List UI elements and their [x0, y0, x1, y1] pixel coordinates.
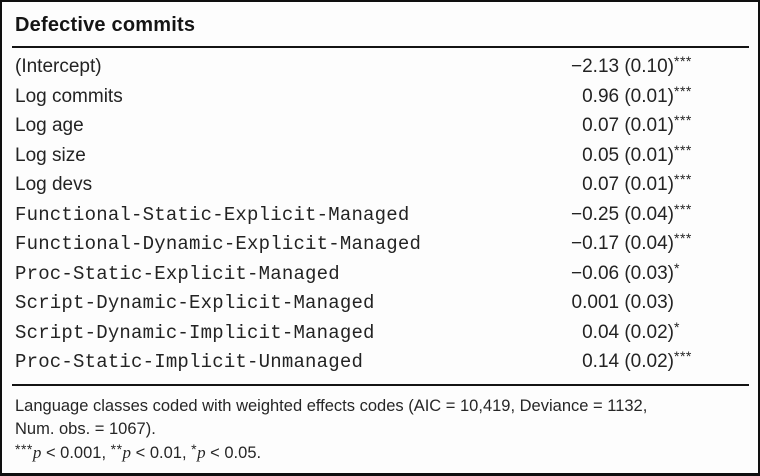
row-estimate: 0.07 (0.01) *** [582, 170, 703, 201]
significance-stars: * [674, 259, 680, 276]
estimate-value: 0.07 (0.01) [582, 174, 674, 195]
significance-stars: * [191, 440, 198, 457]
estimate-value: 0.07 (0.01) [582, 115, 674, 136]
estimate-value: 0.14 (0.02) [582, 351, 674, 372]
row-label: Script-Dynamic-Implicit-Managed [15, 321, 375, 344]
p-threshold: < 0.01, [131, 443, 192, 462]
row-label: Functional-Static-Explicit-Managed [15, 203, 410, 226]
table-row: Log age 0.07 (0.01) *** [2, 111, 758, 141]
estimate-value: 0.001 (0.03) [571, 292, 674, 313]
row-estimate: 0.14 (0.02) *** [582, 347, 703, 378]
row-estimate: 0.07 (0.01) *** [582, 111, 703, 142]
row-label: Functional-Dynamic-Explicit-Managed [15, 233, 422, 255]
row-estimate: 0.04 (0.02) * [582, 318, 703, 349]
estimate-value: 0.05 (0.01) [582, 144, 674, 166]
table-row: Script-Dynamic-Implicit-Managed 0.04 (0.0… [2, 318, 758, 348]
row-estimate: 0.001 (0.03) [572, 288, 703, 318]
table-row: Proc-Static-Explicit-Managed −0.06 (0.03)… [2, 259, 758, 289]
table-row: Functional-Static-Explicit-Managed −0.25 … [2, 200, 758, 230]
p-variable: p [32, 442, 42, 462]
table-title: Defective commits [15, 14, 196, 36]
header-rule [12, 46, 749, 48]
row-label: Proc-Static-Explicit-Managed [15, 262, 340, 285]
significance-stars: *** [674, 53, 692, 69]
significance-note: ***p < 0.001, **p < 0.01, *p < 0.05. [15, 441, 746, 465]
row-label: Proc-Static-Implicit-Unmanaged [15, 351, 364, 373]
estimate-value: −0.17 (0.04) [571, 233, 674, 254]
row-label: Log devs [15, 174, 93, 195]
table-row: Log size 0.05 (0.01) *** [2, 141, 758, 171]
significance-stars: *** [674, 348, 692, 364]
estimate-value: −0.06 (0.03) [571, 262, 674, 284]
table-row: Functional-Dynamic-Explicit-Managed −0.17… [2, 229, 758, 259]
table-row: (Intercept) −2.13 (0.10) *** [2, 52, 758, 82]
footnote: Language classes coded with weighted eff… [2, 386, 758, 465]
significance-stars: *** [674, 141, 692, 158]
row-label: Log size [15, 144, 86, 166]
coefficient-rows: (Intercept) −2.13 (0.10) *** Log commits 0.9… [2, 48, 758, 384]
row-estimate: −0.06 (0.03) * [571, 259, 703, 290]
row-estimate: −0.17 (0.04) *** [571, 229, 703, 260]
estimate-value: −0.25 (0.04) [571, 203, 674, 225]
estimate-value: 0.04 (0.02) [582, 321, 674, 343]
row-label: Log commits [15, 85, 123, 107]
significance-stars: *** [674, 82, 692, 99]
footnote-rule [12, 383, 749, 386]
estimate-value: 0.96 (0.01) [582, 85, 674, 107]
significance-stars: *** [674, 171, 692, 187]
significance-stars: *** [15, 440, 33, 457]
row-estimate: −0.25 (0.04) *** [571, 200, 703, 231]
significance-stars: *** [674, 230, 692, 246]
row-label: (Intercept) [15, 56, 102, 77]
row-label: Script-Dynamic-Explicit-Managed [15, 292, 375, 314]
footnote-line-1: Language classes coded with weighted eff… [15, 396, 648, 415]
table-row: Log devs 0.07 (0.01) *** [2, 170, 758, 200]
row-estimate: −2.13 (0.10) *** [571, 52, 703, 83]
p-threshold: < 0.001, [41, 443, 111, 462]
significance-stars: ** [110, 440, 123, 457]
row-estimate: 0.96 (0.01) *** [582, 82, 703, 113]
table-row: Proc-Static-Implicit-Unmanaged 0.14 (0.02… [2, 347, 758, 377]
p-variable: p [122, 442, 132, 462]
table-row: Log commits 0.96 (0.01) *** [2, 82, 758, 112]
p-variable: p [197, 442, 206, 462]
table-row: Script-Dynamic-Explicit-Managed 0.001 (0.… [2, 288, 758, 318]
row-label: Log age [15, 115, 84, 136]
significance-stars: *** [674, 200, 692, 217]
significance-stars: *** [674, 112, 692, 128]
estimate-value: −2.13 (0.10) [571, 56, 674, 77]
row-estimate: 0.05 (0.01) *** [582, 141, 703, 172]
footnote-line-2: Num. obs. = 1067). [15, 419, 156, 438]
significance-stars: * [674, 318, 680, 335]
p-threshold: < 0.05. [205, 443, 262, 462]
